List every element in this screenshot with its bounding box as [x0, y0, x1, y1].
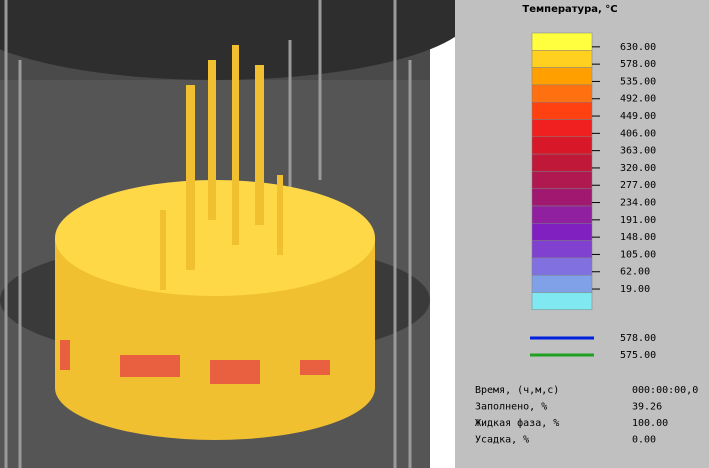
stat-value: 100.00 — [632, 418, 668, 429]
stat-label: Заполнено, % — [475, 402, 547, 413]
legend-label: 19.00 — [620, 284, 650, 295]
color-swatch — [531, 101, 593, 120]
legend-label: 62.00 — [620, 267, 650, 278]
casting-bottom — [55, 336, 375, 440]
legend-label: 535.00 — [620, 76, 656, 87]
isoline-label: 578.00 — [620, 333, 656, 344]
color-swatch — [531, 136, 593, 155]
legend-label: 449.00 — [620, 111, 656, 122]
color-swatch — [531, 240, 593, 259]
mold-top — [0, 0, 475, 80]
legend-label: 578.00 — [620, 59, 656, 70]
color-swatch — [531, 50, 593, 68]
stat-value: 000:00:00,0 — [632, 385, 698, 396]
render-view — [0, 0, 475, 468]
casting-top — [55, 180, 375, 296]
legend-label: 492.00 — [620, 94, 656, 105]
legend-label: 320.00 — [620, 163, 656, 174]
stat-value: 39.26 — [632, 402, 662, 413]
color-swatch — [531, 188, 593, 207]
legend-label: 234.00 — [620, 198, 656, 209]
risers — [160, 45, 283, 290]
isoline-label: 575.00 — [620, 350, 656, 361]
color-swatch — [531, 119, 593, 138]
color-swatch — [531, 205, 593, 224]
legend-label: 277.00 — [620, 180, 656, 191]
stat-value: 0.00 — [632, 435, 656, 446]
color-swatch — [531, 84, 593, 103]
legend-label: 406.00 — [620, 128, 656, 139]
legend-label: 148.00 — [620, 232, 656, 243]
legend-label: 363.00 — [620, 146, 656, 157]
color-swatch — [531, 32, 593, 51]
color-swatch — [531, 274, 593, 293]
color-swatch — [531, 257, 593, 276]
color-swatch — [531, 153, 593, 172]
legend-label: 105.00 — [620, 249, 656, 260]
color-swatch — [531, 223, 593, 241]
color-swatch — [531, 67, 593, 86]
color-swatch — [531, 171, 593, 189]
legend-label: 191.00 — [620, 215, 656, 226]
color-swatch — [531, 292, 593, 311]
mold-edges — [4, 0, 412, 468]
stat-label: Время, (ч,м,с) — [475, 385, 559, 396]
legend-label: 630.00 — [620, 42, 656, 53]
stat-label: Жидкая фаза, % — [475, 417, 559, 429]
stat-label: Усадка, % — [475, 435, 529, 446]
legend-title: Температура, °C — [522, 4, 617, 15]
hot-spots — [60, 340, 330, 384]
